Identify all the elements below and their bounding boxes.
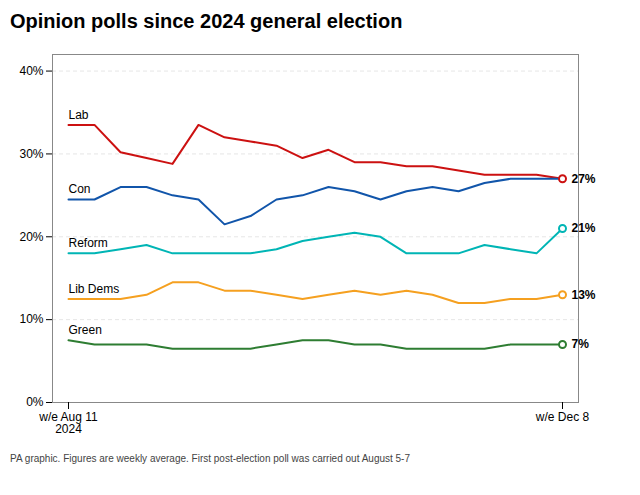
svg-text:30%: 30% <box>19 147 43 161</box>
svg-text:10%: 10% <box>19 312 43 326</box>
svg-text:40%: 40% <box>19 64 43 78</box>
svg-text:7%: 7% <box>572 337 590 351</box>
svg-text:21%: 21% <box>572 221 596 235</box>
svg-text:Lab: Lab <box>69 108 89 122</box>
svg-text:27%: 27% <box>572 172 596 186</box>
svg-text:13%: 13% <box>572 288 596 302</box>
svg-text:w/e Aug 112024: w/e Aug 112024 <box>38 410 98 436</box>
html-text:Opinion polls since 2024 gener: Opinion polls since 2024 general electio… <box>10 10 403 32</box>
svg-text:Green: Green <box>69 323 102 337</box>
svg-text:Lib Dems: Lib Dems <box>69 282 120 296</box>
svg-text:Reform: Reform <box>69 236 108 250</box>
svg-text:Con: Con <box>69 182 91 196</box>
svg-text:20%: 20% <box>19 230 43 244</box>
svg-text:0%: 0% <box>26 395 44 409</box>
html-text:PA graphic. Figures are weekly: PA graphic. Figures are weekly average. … <box>10 453 410 464</box>
svg-text:w/e Dec 8: w/e Dec 8 <box>535 410 590 424</box>
